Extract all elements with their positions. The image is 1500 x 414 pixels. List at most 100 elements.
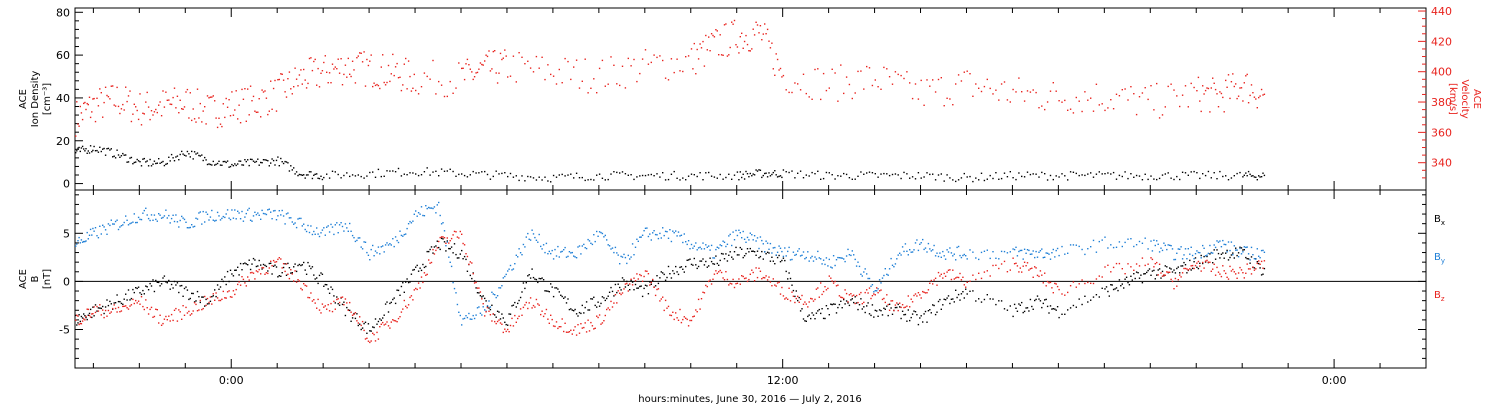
field-by-point: [290, 217, 292, 219]
field-by-point: [1237, 256, 1240, 258]
field-bz-point: [923, 291, 925, 293]
field-bx-point: [165, 281, 167, 283]
field-by-point: [725, 245, 727, 248]
field-bz-point: [597, 316, 599, 319]
field-bz-point: [372, 332, 374, 334]
field-bz-point: [643, 275, 645, 278]
field-by-point: [604, 234, 606, 237]
field-bx-point: [1069, 307, 1072, 309]
velocity-point: [252, 95, 255, 98]
field-bx-point: [415, 266, 417, 268]
density-point: [1110, 173, 1112, 175]
field-by-point: [432, 207, 434, 210]
y-axis-title-right-line: Velocity: [1459, 79, 1470, 118]
field-by-point: [297, 218, 299, 220]
density-point: [369, 171, 371, 174]
field-by-point: [104, 229, 107, 231]
field-bz-point: [479, 291, 482, 293]
field-by-point: [788, 246, 790, 249]
field-bz-point: [807, 306, 809, 308]
velocity-point: [1075, 96, 1077, 99]
field-by-point: [426, 207, 428, 210]
density-point: [1012, 177, 1014, 179]
field-by-point: [185, 221, 187, 223]
field-by-point: [1045, 252, 1047, 254]
velocity-point: [465, 63, 467, 65]
field-bx-point: [440, 237, 443, 240]
velocity-point: [228, 99, 230, 101]
field-bx-point: [271, 273, 273, 275]
field-by-point: [766, 242, 769, 244]
field-bx-point: [181, 284, 183, 287]
density-point: [183, 154, 186, 156]
field-bx-point: [202, 296, 204, 298]
field-bz-point: [384, 323, 387, 325]
field-bz-point: [789, 300, 792, 302]
velocity-point: [484, 60, 486, 62]
field-by-point: [519, 252, 522, 254]
field-bx-point: [1124, 278, 1126, 280]
y-right-tick-label: 400: [1431, 66, 1452, 79]
field-bz-point: [173, 309, 176, 311]
density-point: [759, 169, 762, 171]
density-point: [524, 180, 526, 182]
field-by-point: [601, 232, 604, 235]
velocity-point: [116, 86, 118, 89]
field-bz-point: [1118, 262, 1121, 265]
field-bz-point: [287, 273, 289, 275]
velocity-point: [814, 68, 816, 71]
density-point: [1133, 176, 1135, 178]
density-point: [825, 171, 828, 174]
field-bz-point: [738, 278, 740, 280]
field-bz-point: [731, 283, 733, 285]
velocity-point: [119, 112, 121, 115]
field-by-point: [814, 256, 816, 258]
field-bz-point: [1012, 257, 1014, 259]
field-by-point: [232, 217, 235, 219]
field-bz-point: [1167, 271, 1169, 273]
field-bx-point: [1183, 261, 1185, 264]
field-by-point: [136, 221, 138, 224]
field-bx-point: [877, 315, 879, 317]
density-point: [690, 173, 693, 175]
density-point: [100, 150, 102, 153]
density-point: [165, 163, 167, 165]
velocity-point: [1236, 97, 1238, 100]
density-point: [1046, 179, 1049, 181]
field-bx-point: [830, 303, 832, 305]
density-point: [1184, 172, 1187, 174]
field-bz-point: [159, 314, 161, 316]
velocity-point: [854, 92, 856, 94]
density-point: [1204, 174, 1207, 177]
velocity-point: [463, 78, 466, 81]
density-point: [484, 170, 486, 173]
field-bz-point: [327, 304, 329, 306]
field-bz-point: [106, 315, 108, 317]
density-point: [630, 174, 632, 176]
velocity-point: [573, 66, 575, 68]
field-bx-point: [245, 263, 247, 265]
field-bx-point: [1120, 285, 1122, 287]
velocity-point: [275, 110, 278, 112]
field-by-points: [75, 201, 1266, 326]
velocity-point: [311, 69, 314, 72]
velocity-point: [196, 88, 199, 90]
field-bz-point: [79, 322, 81, 325]
field-bz-point: [471, 262, 473, 264]
field-by-point: [568, 251, 571, 253]
field-by-point: [631, 243, 634, 245]
field-bz-point: [1235, 273, 1237, 275]
velocity-point: [469, 68, 471, 70]
velocity-point: [77, 123, 79, 125]
field-by-point: [1179, 248, 1181, 250]
density-point: [765, 172, 767, 174]
density-point: [509, 172, 512, 175]
field-bx-point: [166, 282, 168, 284]
field-by-point: [178, 226, 180, 228]
density-point: [281, 161, 283, 163]
field-bz-point: [522, 306, 525, 309]
velocity-point: [446, 95, 448, 98]
field-bx-point: [351, 317, 354, 319]
density-point: [386, 170, 388, 172]
velocity-point: [298, 74, 301, 76]
